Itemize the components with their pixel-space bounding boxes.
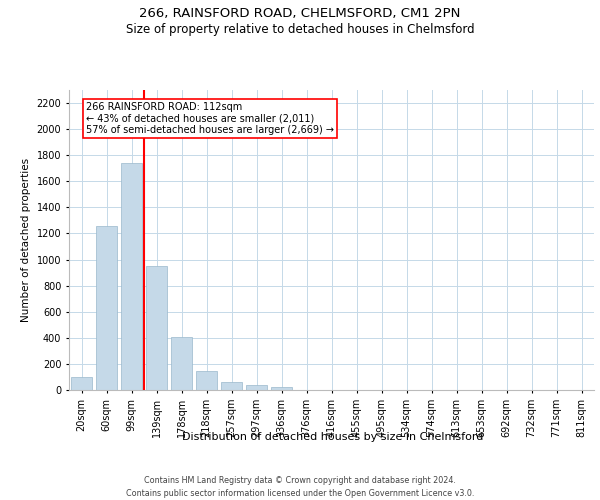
Bar bbox=[71, 377, 92, 390]
Bar bbox=[221, 382, 242, 390]
Text: Contains public sector information licensed under the Open Government Licence v3: Contains public sector information licen… bbox=[126, 489, 474, 498]
Text: 266, RAINSFORD ROAD, CHELMSFORD, CM1 2PN: 266, RAINSFORD ROAD, CHELMSFORD, CM1 2PN bbox=[139, 8, 461, 20]
Text: Distribution of detached houses by size in Chelmsford: Distribution of detached houses by size … bbox=[182, 432, 484, 442]
Bar bbox=[171, 336, 192, 390]
Y-axis label: Number of detached properties: Number of detached properties bbox=[21, 158, 31, 322]
Bar bbox=[246, 386, 267, 390]
Bar bbox=[146, 266, 167, 390]
Bar bbox=[196, 370, 217, 390]
Text: 266 RAINSFORD ROAD: 112sqm
← 43% of detached houses are smaller (2,011)
57% of s: 266 RAINSFORD ROAD: 112sqm ← 43% of deta… bbox=[86, 102, 334, 135]
Bar bbox=[96, 226, 117, 390]
Text: Contains HM Land Registry data © Crown copyright and database right 2024.: Contains HM Land Registry data © Crown c… bbox=[144, 476, 456, 485]
Text: Size of property relative to detached houses in Chelmsford: Size of property relative to detached ho… bbox=[125, 22, 475, 36]
Bar bbox=[121, 163, 142, 390]
Bar bbox=[271, 387, 292, 390]
